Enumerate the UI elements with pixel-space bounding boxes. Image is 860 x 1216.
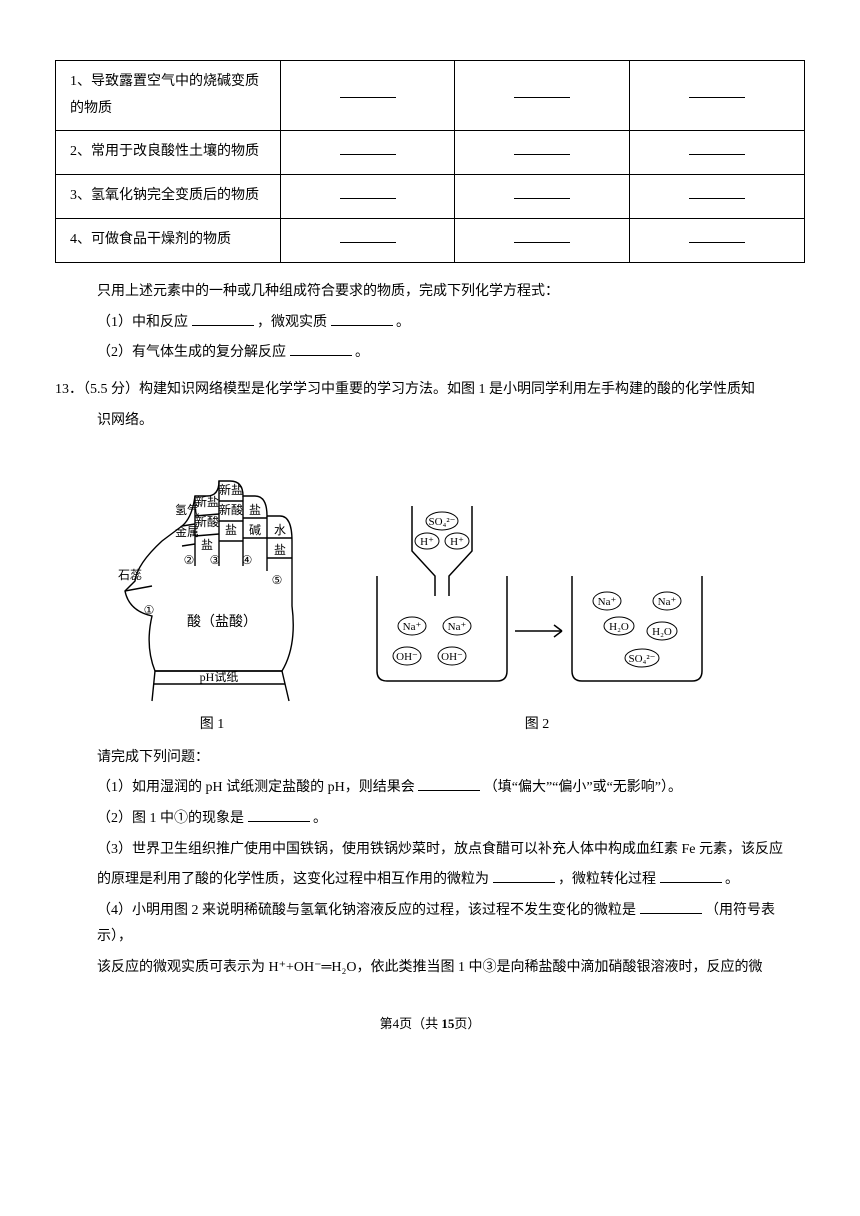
q-text: 。 xyxy=(313,811,327,826)
sub-p1: （1）如用湿润的 pH 试纸测定盐酸的 pH，则结果会 （填“偏大”“偏小”或“… xyxy=(55,775,805,802)
row-label: 4、可做食品干燥剂的物质 xyxy=(56,219,281,263)
table-row: 2、常用于改良酸性土壤的物质 xyxy=(56,131,805,175)
blank-cell xyxy=(455,131,630,175)
sub-p4-line1: （4）小明用图 2 来说明稀硫酸与氢氧化钠溶液反应的过程，该过程不发生变化的微粒… xyxy=(55,898,805,951)
fill-blank xyxy=(418,777,480,791)
q-text: 。 xyxy=(396,315,410,330)
q-text: 的原理是利用了酸的化学性质，这变化过程中相互作用的微粒为 xyxy=(97,872,489,887)
fill-blank xyxy=(192,312,254,326)
q-line: 识网络。 xyxy=(55,408,805,435)
q-text: （2）有气体生成的复分解反应 xyxy=(97,345,286,360)
q-text: 。 xyxy=(725,872,739,887)
svg-text:盐: 盐 xyxy=(201,538,213,552)
svg-text:①: ① xyxy=(144,603,155,617)
fill-blank xyxy=(248,808,310,822)
sub-p2: （2）图 1 中①的现象是 。 xyxy=(55,806,805,833)
sub-question-1: （1）中和反应 ，微观实质 。 xyxy=(55,310,805,337)
blank-cell xyxy=(630,61,805,131)
footer-text: 页） xyxy=(454,1016,480,1031)
q-text: （1）中和反应 xyxy=(97,315,188,330)
svg-text:水: 水 xyxy=(274,523,286,537)
svg-text:酸（盐酸）: 酸（盐酸） xyxy=(187,614,257,630)
row-label: 1、导致露置空气中的烧碱变质的物质 xyxy=(56,61,281,131)
svg-text:H₂O: H₂O xyxy=(652,626,672,638)
svg-text:新盐: 新盐 xyxy=(195,494,219,509)
figure-row: 石蕊 氢气 金属 新盐 新酸 盐 新盐 新酸 盐 盐 碱 水 盐 酸（盐酸） p… xyxy=(55,446,805,739)
blank-cell xyxy=(280,219,455,263)
table-row: 1、导致露置空气中的烧碱变质的物质 xyxy=(56,61,805,131)
blank-cell xyxy=(280,131,455,175)
blank-cell xyxy=(630,131,805,175)
svg-text:盐: 盐 xyxy=(274,543,286,557)
svg-text:OH⁻: OH⁻ xyxy=(396,651,418,663)
blank-cell xyxy=(455,175,630,219)
row-label: 2、常用于改良酸性土壤的物质 xyxy=(56,131,281,175)
blank-cell xyxy=(280,61,455,131)
page-footer: 第4页（共 15页） xyxy=(55,1012,805,1037)
q-text: 。 xyxy=(355,345,369,360)
sub-p3-line1: （3）世界卫生组织推广使用中国铁锅，使用铁锅炒菜时，放点食醋可以补充人体中构成血… xyxy=(55,837,805,864)
instruction-line: 只用上述元素中的一种或几种组成符合要求的物质，完成下列化学方程式： xyxy=(55,279,805,306)
footer-text: 页（共 xyxy=(399,1016,438,1031)
table-row: 4、可做食品干燥剂的物质 xyxy=(56,219,805,263)
svg-text:⑤: ⑤ xyxy=(272,573,283,587)
q-text: （4）小明用图 2 来说明稀硫酸与氢氧化钠溶液反应的过程，该过程不发生变化的微粒… xyxy=(97,903,636,918)
svg-text:Na⁺: Na⁺ xyxy=(658,596,677,608)
blank-cell xyxy=(630,175,805,219)
svg-text:②: ② xyxy=(184,553,195,567)
figure-1-label: 图 1 xyxy=(200,712,225,739)
q-line: 构建知识网络模型是化学学习中重要的学习方法。如图 1 是小明同学利用左手构建的酸… xyxy=(139,382,755,397)
svg-text:OH⁻: OH⁻ xyxy=(441,651,463,663)
svg-text:④: ④ xyxy=(242,553,253,567)
blank-cell xyxy=(280,175,455,219)
svg-text:碱: 碱 xyxy=(249,523,261,537)
sub-question-2: （2）有气体生成的复分解反应 。 xyxy=(55,340,805,367)
q-text: ，微粒转化过程 xyxy=(558,872,656,887)
fill-blank xyxy=(331,312,393,326)
fill-blank xyxy=(493,869,555,883)
q-text: （1）如用湿润的 pH 试纸测定盐酸的 pH，则结果会 xyxy=(97,780,415,795)
svg-text:H⁺: H⁺ xyxy=(420,536,434,548)
figure-2-label: 图 2 xyxy=(525,712,550,739)
svg-text:SO₄²⁻: SO₄²⁻ xyxy=(628,653,655,665)
svg-text:H⁺: H⁺ xyxy=(450,536,464,548)
blank-cell xyxy=(455,219,630,263)
svg-text:盐: 盐 xyxy=(225,523,237,537)
q-text: （填“偏大”“偏小”或“无影响”）。 xyxy=(484,780,682,795)
svg-text:新酸: 新酸 xyxy=(195,514,219,529)
svg-text:H₂O: H₂O xyxy=(609,621,629,633)
figure-2: SO₄²⁻ H⁺ H⁺ Na⁺ Na⁺ OH⁻ OH⁻ Na⁺ Na⁺ xyxy=(357,496,717,739)
hand-diagram-icon: 石蕊 氢气 金属 新盐 新酸 盐 新盐 新酸 盐 盐 碱 水 盐 酸（盐酸） p… xyxy=(97,446,327,706)
question-13: 13．（5.5 分） 构建知识网络模型是化学学习中重要的学习方法。如图 1 是小… xyxy=(55,377,805,404)
svg-text:③: ③ xyxy=(210,553,221,567)
svg-text:新酸: 新酸 xyxy=(219,502,243,517)
q-text: ，微观实质 xyxy=(257,315,327,330)
fill-blank xyxy=(290,342,352,356)
row-label: 3、氢氧化钠完全变质后的物质 xyxy=(56,175,281,219)
fill-blank xyxy=(660,869,722,883)
svg-text:Na⁺: Na⁺ xyxy=(598,596,617,608)
q-number: 13．（5.5 分） xyxy=(55,377,139,404)
svg-text:石蕊: 石蕊 xyxy=(118,568,142,582)
footer-total: 15 xyxy=(441,1016,454,1031)
svg-text:Na⁺: Na⁺ xyxy=(448,621,467,633)
figure-1: 石蕊 氢气 金属 新盐 新酸 盐 新盐 新酸 盐 盐 碱 水 盐 酸（盐酸） p… xyxy=(97,446,327,739)
svg-text:盐: 盐 xyxy=(249,503,261,517)
svg-text:pH试纸: pH试纸 xyxy=(200,669,239,684)
sub-p4-line2: 该反应的微观实质可表示为 H⁺+OH⁻═H₂O，依此类推当图 1 中③是向稀盐酸… xyxy=(55,955,805,982)
table-row: 3、氢氧化钠完全变质后的物质 xyxy=(56,175,805,219)
svg-text:Na⁺: Na⁺ xyxy=(403,621,422,633)
beaker-diagram-icon: SO₄²⁻ H⁺ H⁺ Na⁺ Na⁺ OH⁻ OH⁻ Na⁺ Na⁺ xyxy=(357,496,717,706)
svg-text:SO₄²⁻: SO₄²⁻ xyxy=(428,516,455,528)
after-fig-line: 请完成下列问题： xyxy=(55,745,805,772)
fill-blank xyxy=(640,900,702,914)
substance-table: 1、导致露置空气中的烧碱变质的物质 2、常用于改良酸性土壤的物质 3、氢氧化钠完… xyxy=(55,60,805,263)
svg-text:新盐: 新盐 xyxy=(219,482,243,497)
sub-p3-line2: 的原理是利用了酸的化学性质，这变化过程中相互作用的微粒为 ，微粒转化过程 。 xyxy=(55,867,805,894)
q-text: （2）图 1 中①的现象是 xyxy=(97,811,244,826)
footer-text: 第 xyxy=(380,1016,393,1031)
blank-cell xyxy=(630,219,805,263)
q-body: 构建知识网络模型是化学学习中重要的学习方法。如图 1 是小明同学利用左手构建的酸… xyxy=(139,377,805,404)
blank-cell xyxy=(455,61,630,131)
